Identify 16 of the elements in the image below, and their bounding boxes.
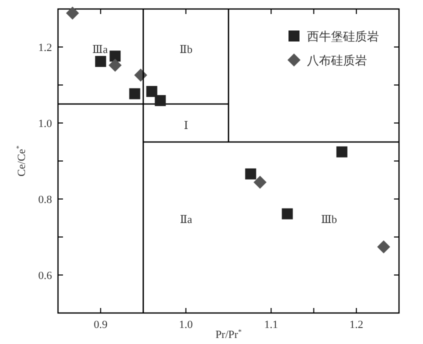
annotation: Ⅲa (92, 44, 108, 56)
legend-label: 西牛堡硅质岩 (307, 30, 379, 44)
x-axis-title: Pr/Pr$^{*}$ (215, 328, 242, 341)
x-tick-label: 1.2 (350, 319, 364, 331)
y-tick-label: 0.6 (38, 270, 52, 282)
annotation: Ⅱb (180, 44, 193, 56)
x-tick-label: 1.1 (264, 319, 278, 331)
annotation: Ⅰ (184, 120, 188, 132)
y-tick-label: 0.8 (38, 194, 52, 206)
y-tick-label: 1.0 (38, 118, 52, 130)
annotation: Ⅲb (320, 214, 338, 226)
legend-label: 八布硅质岩 (307, 54, 367, 68)
x-tick-label: 1.0 (179, 319, 194, 331)
x-tick-label: 0.9 (94, 319, 108, 331)
y-tick-label: 1.2 (38, 42, 52, 54)
annotation: Ⅱa (180, 214, 192, 226)
